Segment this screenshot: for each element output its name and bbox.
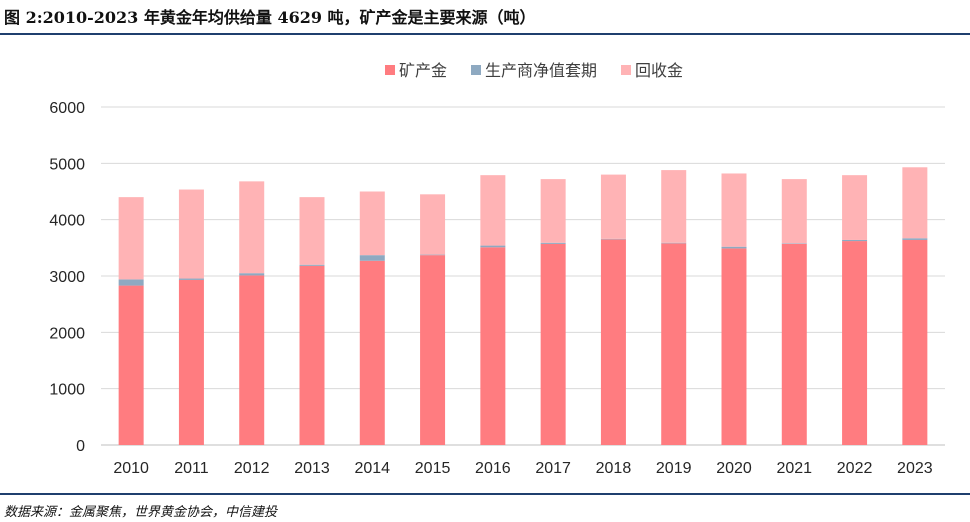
figure-title: 图 2:2010-2023 年黄金年均供给量 4629 吨，矿产金是主要来源（吨… [4,8,536,27]
x-tick-label: 2010 [113,460,149,477]
y-tick-label: 1000 [49,382,85,399]
bar-segment [721,248,747,445]
bar-segment [480,175,506,246]
bar-segment [420,254,446,256]
bar-segment [118,279,144,286]
bar-segment [359,191,385,256]
bar-segment [842,239,868,242]
y-tick-label: 0 [76,438,85,455]
bar-segment [842,241,868,445]
x-tick-label: 2015 [415,460,451,477]
bar-segment [781,243,807,244]
x-tick-label: 2016 [475,460,511,477]
bar-segment [239,275,265,445]
bar-segment [178,278,204,280]
bar-segment [902,239,928,445]
bar-segment [118,285,144,445]
x-tick-label: 2017 [535,460,571,477]
bar-segment [600,174,626,239]
bar-segment [721,246,747,249]
bar-segment [118,197,144,280]
bar-segment [781,179,807,244]
legend-swatch [385,65,395,75]
bar-segment [299,197,325,265]
bar-segment [239,273,265,276]
bar-segment [661,243,687,445]
y-tick-label: 5000 [49,156,85,173]
bar-segment [540,242,566,244]
x-tick-label: 2018 [596,460,632,477]
x-tick-label: 2020 [716,460,752,477]
legend-label: 回收金 [635,61,683,80]
bar-segment [480,247,506,445]
bar-segment [600,238,626,240]
legend-swatch [621,65,631,75]
x-tick-label: 2023 [897,460,933,477]
bar-segment [721,173,747,247]
bar-segment [781,243,807,445]
bar-segment [480,245,506,248]
bar-segment [661,170,687,243]
bar-segment [902,238,928,240]
title-rule [0,33,970,35]
bar-segment [178,189,204,279]
y-tick-label: 2000 [49,325,85,342]
x-tick-label: 2013 [294,460,330,477]
legend-label: 生产商净值套期 [485,61,597,80]
x-tick-label: 2022 [837,460,873,477]
y-tick-label: 4000 [49,213,85,230]
bar-segment [420,255,446,445]
bar-segment [661,242,687,244]
bar-segment [540,243,566,445]
bar-segment [299,264,325,266]
legend-label: 矿产金 [399,61,447,80]
bar-segment [540,179,566,243]
bar-segment [359,255,385,261]
bar-segment [902,167,928,239]
x-tick-label: 2011 [174,460,209,477]
y-tick-label: 6000 [49,100,85,117]
bar-segment [420,194,446,255]
bar-segment [359,260,385,445]
bar-segment [239,181,265,274]
bar-segment [178,279,204,445]
x-tick-label: 2014 [354,460,390,477]
bar-segment [842,175,868,240]
legend-swatch [471,65,481,75]
x-tick-label: 2012 [234,460,270,477]
bar-segment [600,239,626,445]
x-tick-label: 2019 [656,460,692,477]
source-rule [0,493,970,495]
stacked-bar-chart: 0 1000 2000 3000 4000 5000 6000 2010 2011 2012 201… [49,61,945,477]
bar-segment [299,265,325,445]
source-note: 数据来源：金属聚焦，世界黄金协会，中信建投 [4,505,278,520]
x-tick-label: 2021 [776,460,812,477]
y-tick-label: 3000 [49,269,85,286]
